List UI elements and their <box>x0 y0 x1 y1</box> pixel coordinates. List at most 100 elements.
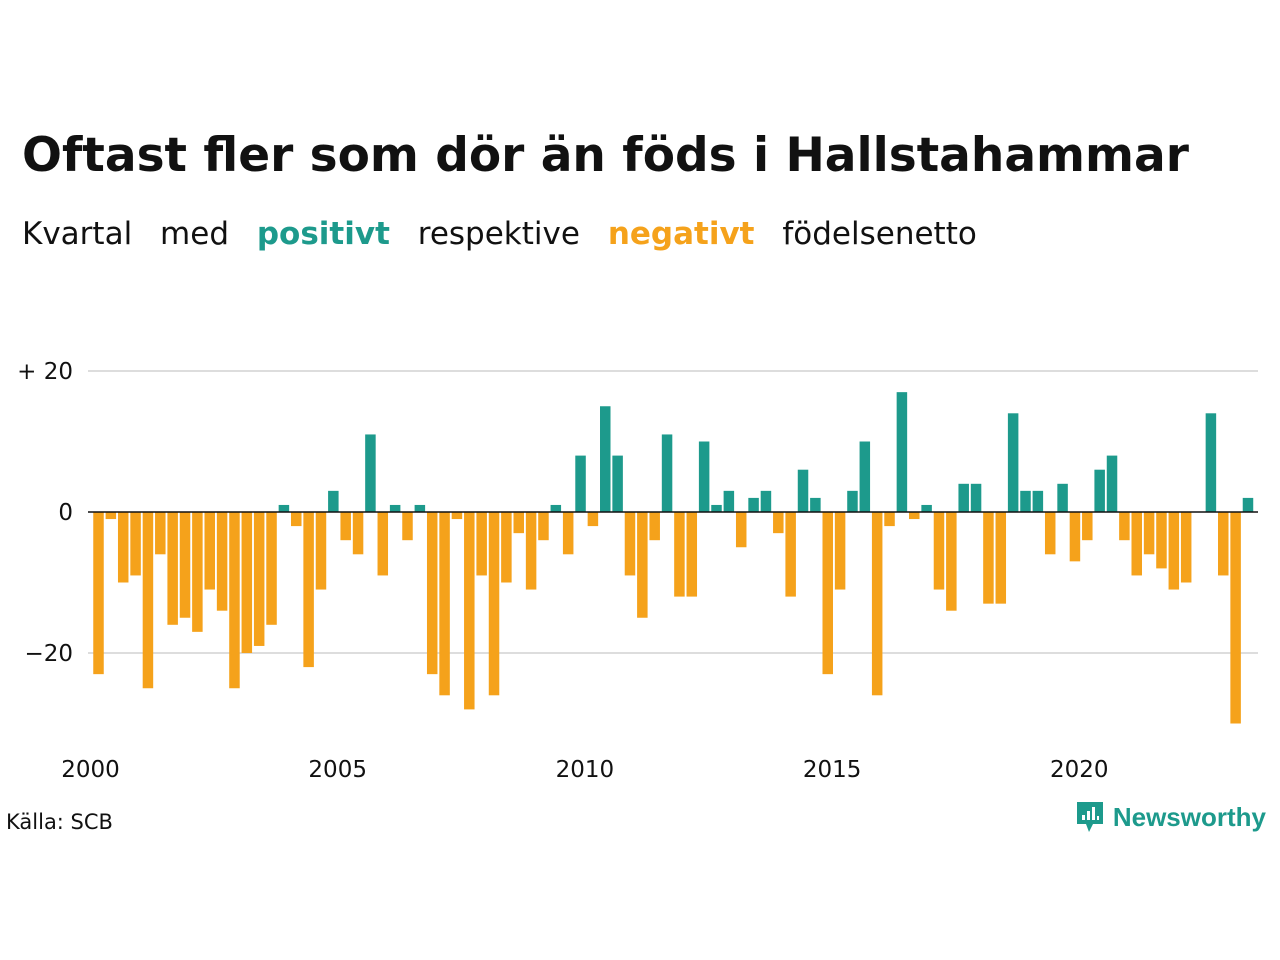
subtitle-word: födelsenetto <box>782 216 977 252</box>
bar <box>117 512 129 583</box>
bar <box>723 490 735 512</box>
bar <box>476 512 487 576</box>
bar <box>426 512 438 675</box>
bar <box>216 512 228 611</box>
bar <box>1218 512 1229 576</box>
bar <box>760 490 772 512</box>
bar <box>340 512 351 541</box>
grid-lines <box>88 370 1258 654</box>
bar <box>624 512 636 576</box>
bar <box>686 512 698 597</box>
x-tick-label: 2015 <box>803 757 862 783</box>
bar <box>649 512 660 541</box>
bar <box>253 512 265 646</box>
bar <box>587 512 599 527</box>
subtitle-positive-word: positivt <box>256 216 390 252</box>
bar <box>612 455 623 512</box>
subtitle-word: respektive <box>417 216 580 252</box>
y-tick-label: −20 <box>24 641 73 667</box>
bar <box>266 512 277 625</box>
bar <box>1057 483 1068 512</box>
bar <box>785 512 796 597</box>
bar <box>464 512 475 710</box>
bar <box>414 504 426 512</box>
bar <box>896 392 908 512</box>
bar <box>130 512 141 576</box>
x-tick-label: 2020 <box>1050 757 1109 783</box>
bar <box>1082 512 1093 541</box>
brand-name: Newsworthy <box>1112 801 1266 832</box>
bar <box>983 512 994 604</box>
bar <box>995 512 1007 604</box>
bar <box>352 512 364 555</box>
bar <box>921 504 932 512</box>
axes: + 20 0 −20 2000 2005 2010 2015 2020 <box>17 359 1258 783</box>
y-tick-label: + 20 <box>17 359 73 385</box>
bar <box>1106 455 1118 512</box>
bar <box>142 512 154 689</box>
bars <box>93 392 1254 724</box>
bar <box>1119 512 1130 541</box>
bar <box>1032 490 1044 512</box>
bar <box>167 512 178 625</box>
bar <box>575 455 586 512</box>
bar <box>389 504 401 512</box>
bar <box>513 512 524 534</box>
bar <box>538 512 549 541</box>
bar <box>637 512 648 618</box>
bar <box>1180 512 1192 583</box>
bar <box>328 490 339 512</box>
bar <box>884 512 895 527</box>
bar <box>1007 413 1019 512</box>
bar <box>291 512 302 527</box>
bar <box>958 483 969 512</box>
bar <box>303 512 314 668</box>
bar <box>402 512 413 541</box>
bar <box>859 441 871 512</box>
bar <box>834 512 846 590</box>
y-tick-label: 0 <box>58 500 73 526</box>
bar <box>525 512 537 590</box>
x-tick-label: 2010 <box>556 757 615 783</box>
bar <box>871 512 883 696</box>
bar <box>810 497 821 512</box>
x-tick-label: 2000 <box>61 757 120 783</box>
bar <box>550 504 562 512</box>
bar <box>1156 512 1167 569</box>
bar <box>661 434 673 512</box>
bar <box>451 512 463 520</box>
bar <box>970 483 982 512</box>
bar <box>192 512 203 632</box>
bar <box>1143 512 1155 555</box>
bar <box>735 512 747 548</box>
bar <box>488 512 500 696</box>
bar <box>377 512 389 576</box>
bar <box>241 512 253 653</box>
bar <box>439 512 450 696</box>
bar <box>1020 490 1031 512</box>
bar <box>1131 512 1142 576</box>
bar <box>748 497 759 512</box>
bar <box>822 512 833 675</box>
bar <box>1069 512 1081 562</box>
bar <box>562 512 574 555</box>
subtitle-negative-word: negativt <box>607 216 755 252</box>
bar <box>773 512 784 534</box>
bar <box>933 512 945 590</box>
bar <box>711 504 722 512</box>
bar <box>204 512 215 590</box>
bar <box>278 504 290 512</box>
bar <box>698 441 710 512</box>
bar <box>797 469 809 512</box>
bar <box>1205 413 1217 512</box>
bar <box>155 512 166 555</box>
bar <box>501 512 512 583</box>
bar <box>1242 497 1254 512</box>
bar <box>179 512 191 618</box>
bar <box>1168 512 1180 590</box>
bar <box>365 434 376 512</box>
bar <box>1044 512 1056 555</box>
bar <box>229 512 240 689</box>
bar <box>674 512 685 597</box>
bar <box>847 490 858 512</box>
